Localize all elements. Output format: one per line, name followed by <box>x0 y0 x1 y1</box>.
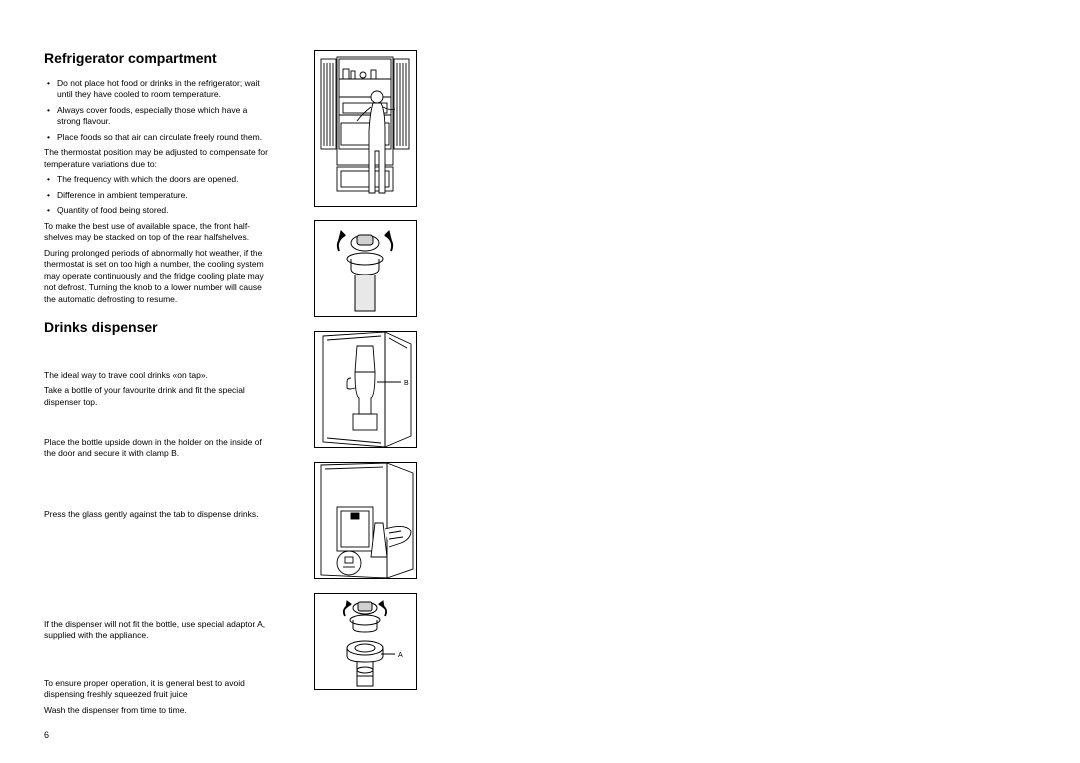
list-item: Quantity of food being stored. <box>44 205 268 216</box>
paragraph: Place the bottle upside down in the hold… <box>44 437 268 460</box>
heading-refrigerator: Refrigerator compartment <box>44 50 268 66</box>
figure-adaptor: A <box>314 593 417 690</box>
figure-bottle-holder: B <box>314 331 417 448</box>
paragraph: Press the glass gently against the tab t… <box>44 509 268 520</box>
text-block: Press the glass gently against the tab t… <box>44 509 268 524</box>
text-block: To ensure proper operation, it is genera… <box>44 678 268 720</box>
bullet-list-1: Do not place hot food or drinks in the r… <box>44 78 268 143</box>
paragraph: The thermostat position may be adjusted … <box>44 147 268 170</box>
figure-dispenser-top <box>314 220 417 317</box>
list-item: Difference in ambient temperature. <box>44 190 268 201</box>
list-item: Do not place hot food or drinks in the r… <box>44 78 268 101</box>
paragraph: During prolonged periods of abnormally h… <box>44 248 268 305</box>
page-number: 6 <box>44 730 49 740</box>
list-item: Place foods so that air can circulate fr… <box>44 132 268 143</box>
bullet-list-2: The frequency with which the doors are o… <box>44 174 268 216</box>
list-item: The frequency with which the doors are o… <box>44 174 268 185</box>
paragraph: If the dispenser will not fit the bottle… <box>44 619 268 642</box>
paragraph: To make the best use of available space,… <box>44 221 268 244</box>
label-a: A <box>398 652 403 659</box>
text-column: Refrigerator compartment Do not place ho… <box>44 50 268 347</box>
paragraph: Wash the dispenser from time to time. <box>44 705 268 716</box>
paragraph: The ideal way to trave cool drinks «on t… <box>44 370 268 381</box>
figure-fridge-open <box>314 50 417 207</box>
text-block: If the dispenser will not fit the bottle… <box>44 619 268 646</box>
label-b: B <box>404 380 409 387</box>
paragraph: Take a bottle of your favourite drink an… <box>44 385 268 408</box>
list-item: Always cover foods, especially those whi… <box>44 105 268 128</box>
heading-drinks: Drinks dispenser <box>44 319 268 335</box>
text-block: Place the bottle upside down in the hold… <box>44 437 268 464</box>
text-block: The ideal way to trave cool drinks «on t… <box>44 370 268 412</box>
paragraph: To ensure proper operation, it is genera… <box>44 678 268 701</box>
figure-dispense-glass <box>314 462 417 579</box>
